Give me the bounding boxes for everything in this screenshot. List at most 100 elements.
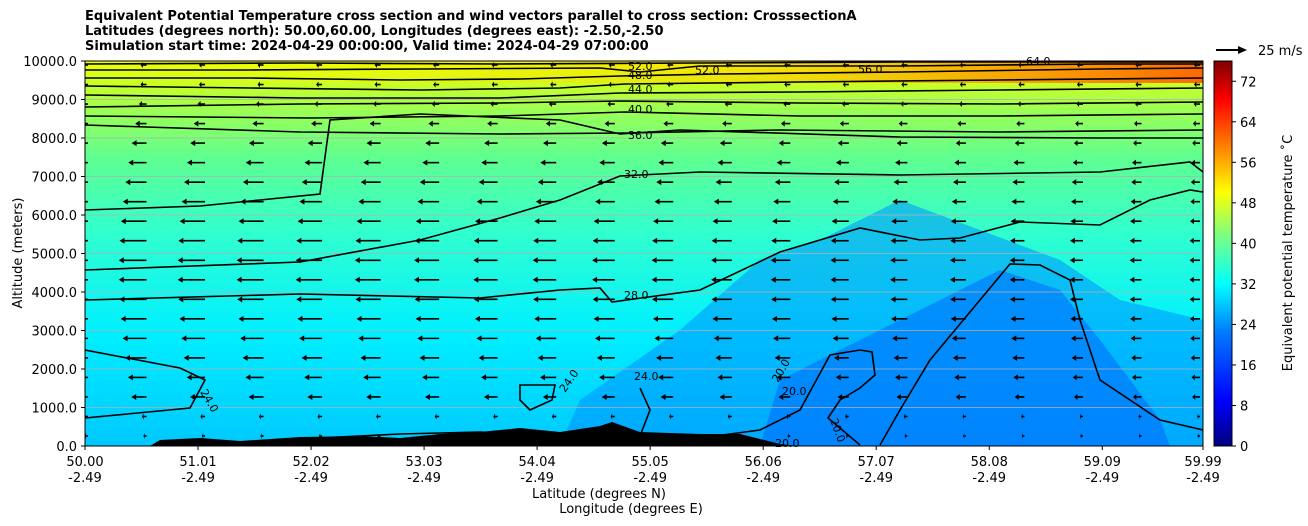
wind-vector-head	[654, 335, 660, 342]
wind-vector-head	[77, 121, 82, 127]
wind-vector-head	[845, 433, 848, 439]
wind-vector-head	[1189, 315, 1194, 322]
wind-vector-head	[242, 354, 248, 361]
wind-vector-head	[963, 433, 965, 439]
wind-vector-head	[422, 159, 428, 166]
wind-vector-head	[360, 179, 366, 186]
wind-vector-head	[1193, 101, 1197, 108]
wind-vector-head	[1130, 335, 1135, 342]
contour-label: 52.0	[628, 60, 653, 73]
wind-vector-head	[1072, 159, 1077, 166]
y-axis-label: Altitude (meters)	[11, 198, 26, 309]
wind-vector-head	[534, 218, 540, 225]
wind-vector-head	[1070, 198, 1076, 205]
contour-label: 32.0	[624, 168, 649, 181]
wind-vector-head	[257, 62, 260, 68]
wind-vector-head	[774, 179, 780, 186]
wind-vector-head	[140, 62, 143, 68]
wind-vector-head	[1130, 198, 1135, 205]
wind-vector-head	[1130, 218, 1135, 225]
wind-vector-head	[1010, 296, 1016, 303]
wind-vector-head	[903, 413, 906, 420]
wind-vector-head	[722, 120, 727, 127]
wind-vector-head	[1011, 335, 1017, 342]
wind-vector-head	[189, 393, 195, 400]
x-tick-label-lon: -2.49	[407, 471, 441, 486]
wind-vector-head	[842, 81, 846, 88]
wind-vector-head	[660, 393, 666, 400]
wind-vector-head	[771, 296, 777, 303]
y-tick-label: 2000.0	[32, 363, 78, 378]
contour-line-4	[85, 87, 1203, 99]
wind-vector-head	[82, 82, 84, 88]
wind-vector-head	[491, 62, 495, 68]
wind-vector-head	[592, 237, 598, 244]
wind-vector-head	[534, 315, 540, 322]
contour-lines	[85, 61, 1203, 446]
wind-vector-head	[143, 433, 145, 439]
x-tick-label-lat: 53.03	[405, 455, 442, 470]
wind-vector-head	[476, 335, 482, 342]
contour-line-0	[85, 61, 1203, 65]
wind-vector-head	[197, 101, 201, 108]
wind-vector-head	[360, 354, 366, 361]
wind-vector-head	[656, 354, 662, 361]
wind-vector-head	[651, 276, 657, 283]
wind-vector-head	[771, 237, 777, 244]
wind-vector-head	[776, 159, 782, 166]
wind-vector-head	[545, 120, 551, 127]
wind-vector-head	[890, 257, 896, 264]
wind-vector-head	[236, 257, 242, 264]
contour-line-3	[85, 77, 1203, 91]
wind-vector-head	[839, 120, 844, 127]
wind-vector-head	[593, 218, 599, 225]
chart-title-line-1: Equivalent Potential Temperature cross s…	[85, 9, 857, 24]
colorbar-tick-label: 8	[1240, 399, 1248, 414]
wind-vector-head	[717, 159, 723, 166]
wind-vector-head	[837, 393, 843, 400]
wind-vector-head	[1130, 315, 1135, 322]
wind-vector-head	[131, 393, 137, 400]
quiver-key-label: 25 m/s	[1258, 44, 1303, 59]
colorbar-tick-label: 48	[1240, 197, 1257, 212]
wind-vector-head	[652, 296, 658, 303]
wind-vector-head	[1017, 101, 1021, 108]
wind-vector-head	[135, 120, 140, 127]
wind-vector-head	[252, 120, 257, 127]
x-tick-label-lat: 52.02	[292, 455, 329, 470]
wind-vector-head	[1134, 120, 1138, 127]
wind-vector-head	[481, 159, 487, 166]
wind-vector-head	[415, 218, 421, 225]
wind-vector-head	[177, 257, 183, 264]
wind-vector-head	[904, 433, 906, 439]
wind-vector-head	[297, 218, 303, 225]
quiver-key-arrowhead	[1238, 46, 1247, 54]
wind-vector-head	[830, 296, 836, 303]
wind-vector-head	[830, 237, 836, 244]
wind-vector-head	[601, 140, 607, 147]
wind-vector-head	[201, 433, 204, 439]
x-tick-label-lon: -2.49	[1186, 471, 1220, 486]
colorbar-tick-label: 72	[1240, 75, 1257, 90]
wind-vector-head	[1138, 433, 1140, 439]
wind-vector-head	[599, 374, 605, 381]
wind-vector-head	[901, 62, 904, 68]
wind-vector-head	[317, 413, 320, 420]
wind-vector-head	[1191, 159, 1195, 166]
wind-vector-head	[354, 257, 360, 264]
wind-vector-head	[712, 315, 718, 322]
wind-vector-head	[1073, 140, 1078, 147]
x-tick-label-lat: 56.06	[745, 455, 782, 470]
wind-vector-head	[950, 315, 956, 322]
wind-vector-head	[295, 257, 301, 264]
wind-vector-head	[1076, 81, 1080, 88]
wind-vector-head	[592, 276, 598, 283]
wind-vector-head	[835, 159, 841, 166]
wind-vector-head	[841, 101, 845, 108]
colorbar-gradient	[1213, 60, 1233, 447]
contour-label: 20.0	[775, 437, 800, 450]
wind-vector-head	[770, 276, 776, 283]
wind-vector-head	[713, 335, 719, 342]
wind-vector-head	[314, 101, 318, 108]
